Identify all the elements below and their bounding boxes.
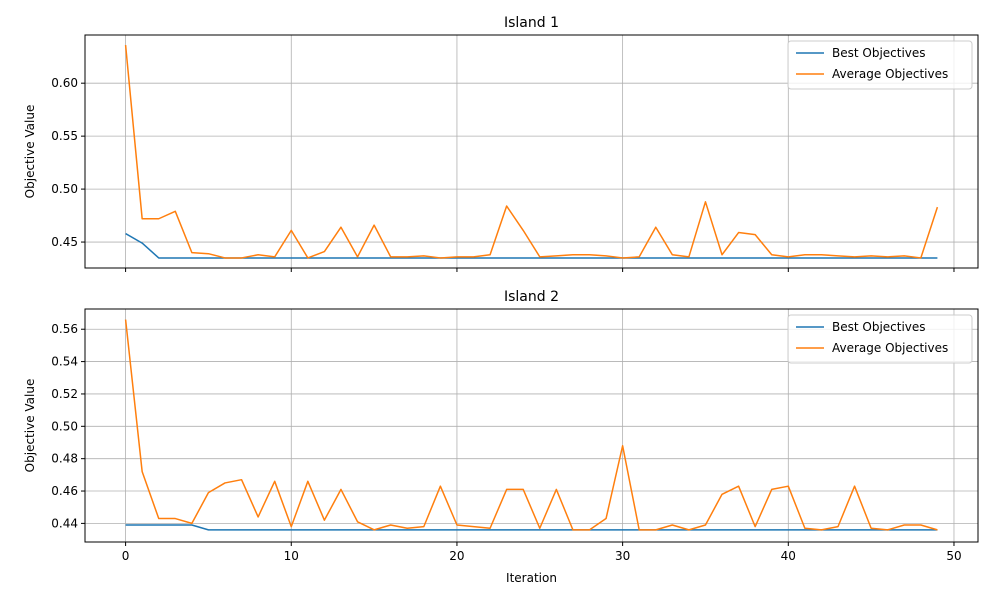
y-axis-label: Objective Value [23, 105, 37, 199]
legend-label-best: Best Objectives [832, 46, 926, 60]
y-tick-label: 0.56 [51, 322, 78, 336]
y-tick-label: 0.46 [51, 484, 78, 498]
x-tick-label: 30 [615, 549, 630, 563]
legend-label-best: Best Objectives [832, 320, 926, 334]
subplot-title: Island 2 [504, 289, 559, 305]
y-tick-label: 0.52 [51, 387, 78, 401]
y-tick-label: 0.50 [51, 419, 78, 433]
legend-label-average: Average Objectives [832, 67, 948, 81]
plot-frame [84, 34, 979, 269]
axis-ticks: 0 10 20 30 40 50 0.44 0.46 0.48 0.50 0.52 0.54 0.56 [51, 322, 961, 563]
x-axis-label: Iteration [506, 571, 557, 585]
series-layer [124, 44, 939, 259]
legend-box [787, 40, 973, 90]
best-objectives-line [125, 524, 938, 531]
y-tick-label: 0.60 [51, 76, 78, 90]
y-axis-label: Objective Value [23, 379, 37, 473]
subplot-island-1: 0.45 0.50 0.55 0.60 Island 1 Objective Valu… [23, 15, 979, 272]
series-layer [124, 319, 938, 531]
legend: Best Objectives Average Objectives [787, 314, 973, 364]
y-tick-label: 0.45 [51, 235, 78, 249]
best-objectives-line [125, 232, 938, 259]
average-objectives-line [124, 319, 938, 531]
y-tick-label: 0.55 [51, 129, 78, 143]
y-tick-label: 0.54 [51, 355, 78, 369]
subplot-title: Island 1 [504, 15, 559, 31]
x-tick-label: 0 [122, 549, 130, 563]
legend: Best Objectives Average Objectives [787, 40, 973, 90]
y-tick-label: 0.50 [51, 182, 78, 196]
subplot-island-2: 0 10 20 30 40 500.440.460.480.500.520.540.56 … [23, 289, 979, 585]
x-tick-label: 20 [449, 549, 464, 563]
legend-box [787, 314, 973, 364]
x-tick-label: 40 [781, 549, 796, 563]
axis-ticks: 0.45 0.50 0.55 0.60 [51, 76, 955, 272]
y-tick-label: 0.44 [51, 516, 78, 530]
x-tick-label: 50 [946, 549, 961, 563]
plot-frame [84, 308, 979, 543]
x-tick-label: 10 [284, 549, 299, 563]
legend-label-average: Average Objectives [832, 341, 948, 355]
y-tick-label: 0.48 [51, 452, 78, 466]
average-objectives-line [124, 44, 939, 259]
